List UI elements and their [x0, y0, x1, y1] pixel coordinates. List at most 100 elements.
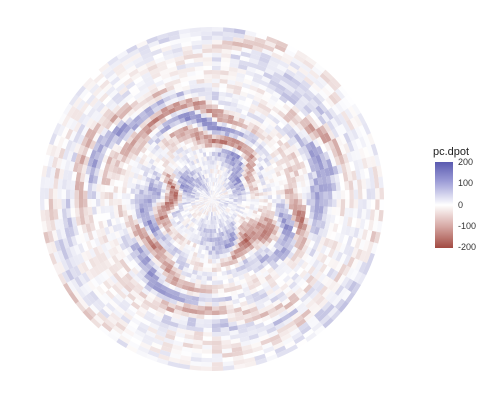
heatmap-cell: [193, 247, 199, 253]
heatmap-cell: [204, 250, 209, 255]
heatmap-cell: [305, 55, 317, 67]
heatmap-cell: [218, 91, 227, 97]
heatmap-cell: [273, 225, 280, 232]
heatmap-cell: [115, 244, 123, 253]
heatmap-cell: [173, 191, 179, 195]
heatmap-cell: [177, 194, 183, 198]
heatmap-cell: [297, 193, 303, 200]
heatmap-cell: [185, 157, 191, 164]
heatmap-cell: [208, 138, 213, 144]
heatmap-cell: [179, 76, 189, 83]
heatmap-cell: [68, 226, 75, 237]
heatmap-cell: [293, 334, 306, 345]
heatmap-cell: [290, 253, 298, 262]
heatmap-cell: [208, 196, 212, 199]
heatmap-cell: [252, 76, 262, 84]
heatmap-cell: [249, 206, 255, 211]
heatmap-cell: [226, 269, 233, 275]
heatmap-cell: [214, 191, 217, 196]
heatmap-cell: [201, 245, 206, 251]
heatmap-cell: [239, 146, 246, 153]
heatmap-cell: [205, 297, 212, 303]
heatmap-cell: [111, 283, 121, 294]
heatmap-cell: [171, 125, 178, 132]
heatmap-cell: [223, 192, 229, 195]
heatmap-cell: [164, 333, 176, 341]
heatmap-cell: [303, 104, 313, 115]
heatmap-cell: [221, 48, 232, 55]
heatmap-cell: [106, 110, 116, 121]
heatmap-cell: [300, 180, 306, 188]
heatmap-cell: [228, 201, 234, 204]
heatmap-cell: [310, 268, 320, 278]
heatmap-cell: [179, 315, 189, 322]
heatmap-cell: [206, 173, 210, 178]
heatmap-cell: [65, 198, 71, 209]
heatmap-cell: [140, 226, 147, 234]
heatmap-cell: [200, 357, 212, 363]
heatmap-cell: [284, 122, 293, 132]
heatmap-cell: [212, 195, 215, 199]
heatmap-cell: [212, 195, 215, 199]
heatmap-cell: [363, 219, 370, 231]
heatmap-cell: [199, 240, 204, 246]
heatmap-cell: [324, 167, 331, 177]
heatmap-cell: [266, 306, 277, 315]
heatmap-cell: [89, 166, 96, 176]
heatmap-cell: [278, 309, 289, 319]
heatmap-cell: [243, 34, 256, 42]
heatmap-cell: [267, 330, 279, 339]
heatmap-cell: [307, 172, 314, 180]
heatmap-cell: [113, 198, 118, 206]
heatmap-cell: [218, 305, 227, 311]
heatmap-cell: [254, 217, 260, 222]
heatmap-cell: [220, 180, 224, 185]
heatmap-cell: [122, 141, 130, 150]
heatmap-cell: [217, 152, 222, 157]
heatmap-cell: [114, 281, 124, 291]
heatmap-cell: [147, 245, 154, 253]
heatmap-cell: [117, 98, 128, 108]
heatmap-cell: [212, 87, 220, 92]
heatmap-cell: [278, 95, 289, 104]
heatmap-cell: [256, 182, 262, 187]
heatmap-cell: [265, 134, 273, 142]
heatmap-cell: [235, 76, 245, 83]
heatmap-cell: [210, 199, 212, 204]
heatmap-cell: [186, 213, 192, 218]
heatmap-cell: [203, 205, 207, 210]
heatmap-cell: [82, 77, 94, 89]
heatmap-cell: [229, 106, 237, 112]
heatmap-cell: [174, 186, 180, 191]
heatmap-cell: [246, 125, 253, 133]
heatmap-cell: [261, 109, 270, 117]
heatmap-cell: [286, 259, 294, 268]
heatmap-cell: [220, 201, 225, 204]
heatmap-cell: [206, 271, 212, 277]
heatmap-cell: [118, 250, 127, 259]
heatmap-cell: [287, 166, 294, 173]
heatmap-cell: [121, 275, 130, 285]
heatmap-cell: [330, 174, 336, 184]
heatmap-cell: [210, 181, 213, 187]
heatmap-cell: [257, 60, 269, 69]
heatmap-cell: [197, 87, 206, 93]
heatmap-cell: [149, 178, 156, 184]
heatmap-cell: [194, 195, 200, 198]
heatmap-cell: [83, 181, 89, 191]
heatmap-cell: [64, 227, 71, 238]
heatmap-cell: [236, 204, 242, 207]
heatmap-cell: [216, 267, 222, 272]
heatmap-cell: [134, 188, 140, 195]
heatmap-cell: [275, 349, 289, 359]
heatmap-cell: [207, 202, 211, 207]
heatmap-cell: [212, 199, 217, 201]
heatmap-cell: [175, 268, 183, 275]
heatmap-cell: [77, 144, 85, 155]
heatmap-cell: [281, 162, 288, 170]
heatmap-cell: [180, 311, 190, 318]
heatmap-cell: [219, 322, 229, 328]
heatmap-cell: [56, 261, 66, 274]
heatmap-cell: [211, 327, 221, 333]
heatmap-cell: [243, 290, 252, 297]
